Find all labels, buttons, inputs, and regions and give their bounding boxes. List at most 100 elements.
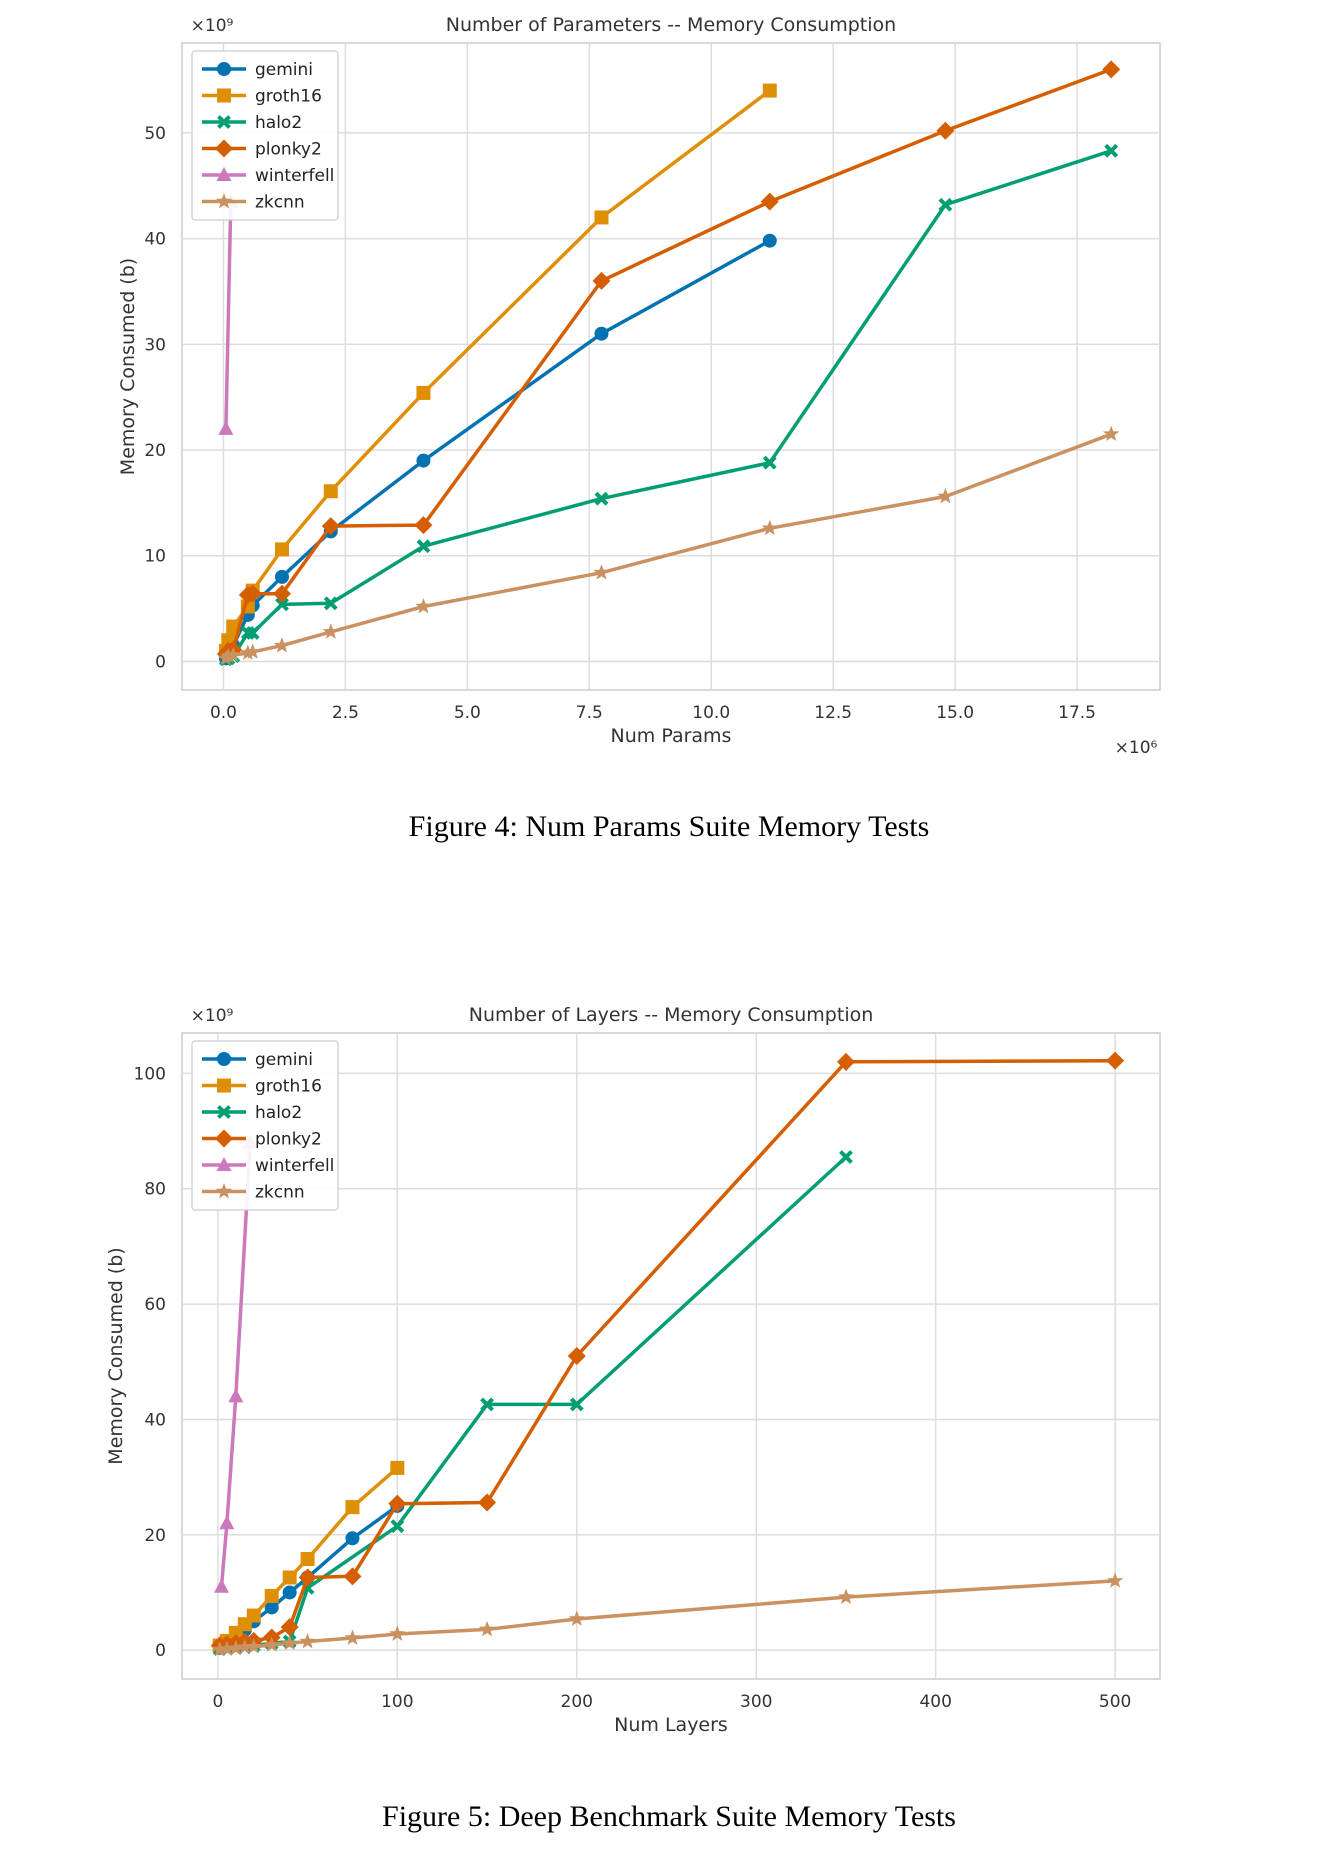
legend-label: groth16 — [255, 87, 322, 107]
data-point-groth16 — [264, 1588, 279, 1603]
legend-marker — [217, 1105, 231, 1119]
chart-num-layers: 0 100 200 300 400 500 0 20 40 60 80 100 Number of La… — [105, 1004, 1161, 1736]
data-point-plonky2 — [343, 1567, 362, 1586]
data-point-zkcnn — [244, 643, 261, 659]
x-tick-label: 7.5 — [576, 703, 603, 723]
legend-item-zkcnn: zkcnn — [202, 1183, 305, 1203]
legend-marker — [216, 167, 232, 181]
y-tick-label: 0 — [155, 1641, 166, 1661]
data-point-halo2 — [839, 1150, 853, 1164]
data-point-gemini — [762, 233, 777, 248]
legend-label: gemini — [255, 1050, 313, 1070]
legend-marker — [217, 1078, 231, 1093]
legend: gemini groth16 halo2 plonky2 winterfell zkcnn — [191, 1040, 339, 1211]
y-tick-label: 20 — [144, 1526, 166, 1546]
figure-num-params: 0.0 2.5 5.0 7.5 10.0 12.5 15.0 17.5 0 10 20 30 40 50 N… — [0, 0, 1338, 790]
y-tick-label: 60 — [144, 1295, 166, 1315]
legend-label: zkcnn — [255, 193, 305, 213]
legend-label: halo2 — [255, 113, 302, 133]
data-point-halo2 — [938, 197, 953, 212]
chart-title: Number of Parameters -- Memory Consumpti… — [446, 14, 896, 36]
data-point-halo2 — [569, 1397, 584, 1412]
y-tick-label: 40 — [144, 1410, 166, 1430]
legend-item-halo2: halo2 — [202, 1103, 302, 1123]
series-line-winterfell — [224, 201, 233, 429]
data-point-winterfell — [228, 1388, 244, 1403]
x-tick-label: 10.0 — [692, 703, 730, 723]
data-point-zkcnn — [568, 1610, 585, 1626]
data-point-groth16 — [246, 1608, 261, 1623]
chart-title: Number of Layers -- Memory Consumption — [469, 1004, 874, 1026]
x-tick-label: 100 — [381, 1692, 413, 1712]
x-tick-label: 300 — [740, 1692, 772, 1712]
data-point-groth16 — [323, 484, 338, 499]
legend-item-halo2: halo2 — [202, 113, 302, 133]
data-point-groth16 — [282, 1570, 297, 1585]
data-point-plonky2 — [567, 1347, 586, 1365]
legend-marker — [215, 193, 233, 209]
x-tick-label: 15.0 — [936, 703, 974, 723]
series-line-winterfell — [219, 1142, 252, 1587]
data-point-zkcnn — [1107, 1572, 1124, 1588]
data-point-zkcnn — [299, 1633, 316, 1649]
legend-marker — [216, 1157, 232, 1171]
data-point-zkcnn — [239, 644, 256, 660]
figure-4-caption: Figure 4: Num Params Suite Memory Tests — [408, 810, 930, 843]
legend-item-winterfell: winterfell — [202, 166, 334, 186]
y-tick-label: 80 — [144, 1180, 166, 1200]
y-axis-label: Memory Consumed (b) — [117, 258, 139, 475]
data-point-plonky2 — [592, 271, 611, 290]
legend-label: plonky2 — [255, 1130, 322, 1150]
data-point-zkcnn — [211, 1641, 228, 1657]
x-tick-label: 17.5 — [1058, 703, 1096, 723]
data-point-plonky2 — [1102, 60, 1121, 79]
data-point-groth16 — [594, 210, 609, 225]
data-point-plonky2 — [388, 1494, 407, 1513]
y-scale-label: ×10⁹ — [191, 1006, 234, 1026]
data-point-halo2 — [323, 596, 338, 611]
data-point-zkcnn — [218, 1640, 235, 1656]
x-tick-label: 500 — [1099, 1692, 1131, 1712]
x-tick-label: 0 — [212, 1692, 223, 1712]
y-tick-label: 50 — [144, 124, 166, 144]
chart-num-params: 0.0 2.5 5.0 7.5 10.0 12.5 15.0 17.5 0 10 20 30 40 50 N… — [117, 14, 1161, 758]
data-point-zkcnn — [263, 1636, 280, 1652]
data-point-gemini — [594, 326, 609, 341]
x-axis-label: Num Params — [611, 725, 732, 747]
x-tick-label: 12.5 — [814, 703, 852, 723]
legend-item-gemini: gemini — [202, 60, 313, 80]
data-point-plonky2 — [280, 1618, 299, 1637]
data-point-zkcnn — [227, 1639, 244, 1656]
data-point-zkcnn — [344, 1629, 361, 1645]
data-point-gemini — [282, 1585, 297, 1600]
x-axis-label: Num Layers — [614, 1714, 728, 1736]
x-scale-label: ×10⁶ — [1115, 738, 1158, 758]
y-tick-label: 30 — [144, 335, 166, 355]
data-point-groth16 — [762, 83, 777, 98]
data-point-winterfell — [218, 420, 234, 435]
data-point-zkcnn — [236, 1638, 253, 1655]
y-tick-label: 10 — [144, 547, 166, 567]
data-point-zkcnn — [389, 1625, 406, 1641]
data-point-winterfell — [219, 1515, 235, 1530]
y-tick-label: 100 — [134, 1064, 166, 1084]
data-point-zkcnn — [220, 647, 237, 663]
legend-marker — [217, 1052, 231, 1066]
data-point-halo2 — [245, 625, 260, 640]
x-tick-label: 400 — [919, 1692, 951, 1712]
data-point-gemini — [264, 1600, 279, 1615]
data-point-zkcnn — [225, 646, 242, 662]
data-point-zkcnn — [479, 1620, 496, 1637]
figure-5-caption: Figure 5: Deep Benchmark Suite Memory Te… — [382, 1800, 956, 1833]
legend-item-groth16: groth16 — [202, 87, 322, 107]
y-axis-label: Memory Consumed (b) — [105, 1247, 127, 1464]
data-point-groth16 — [416, 385, 431, 400]
legend-marker — [215, 1183, 233, 1199]
data-point-halo2 — [416, 539, 431, 554]
data-point-groth16 — [390, 1460, 405, 1475]
legend-label: gemini — [255, 60, 313, 80]
data-point-zkcnn — [281, 1634, 298, 1651]
data-point-halo2 — [390, 1519, 405, 1534]
figure-num-layers: 0 100 200 300 400 500 0 20 40 60 80 100 Number of La… — [0, 985, 1338, 1775]
plot-area — [181, 1032, 1161, 1680]
